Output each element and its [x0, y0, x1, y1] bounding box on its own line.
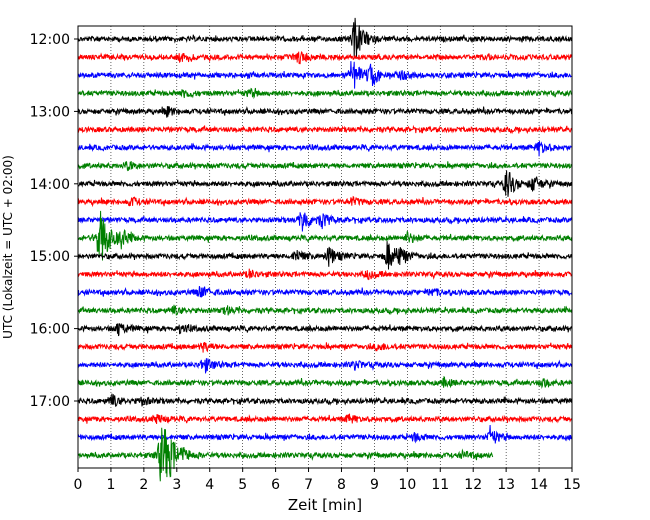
y-tick-label: 13:00	[30, 104, 70, 120]
seismic-trace	[77, 124, 573, 135]
x-tick-label: 0	[74, 477, 83, 493]
seismic-trace	[77, 413, 573, 425]
x-tick-label: 2	[139, 477, 148, 493]
y-tick-label: 15:00	[30, 249, 70, 265]
seismic-trace	[77, 17, 573, 59]
plot-frame	[77, 25, 573, 469]
x-tick-label: 9	[370, 477, 379, 493]
x-tick-label: 13	[497, 477, 515, 493]
seismic-trace	[77, 358, 573, 375]
seismic-trace	[77, 195, 573, 208]
x-tick-label: 10	[398, 477, 416, 493]
seismic-trace	[77, 268, 573, 281]
x-tick-label: 7	[304, 477, 313, 493]
traces	[77, 17, 573, 482]
y-axis: 12:00 13:00 14:00 15:00 16:00 17:00	[30, 32, 78, 410]
x-axis: 0 1 2 3 4 5 6 7 8 9 10 11 12 13 14 15	[74, 468, 581, 493]
x-tick-label: 4	[205, 477, 214, 493]
seismic-trace	[77, 285, 573, 298]
seismic-trace	[77, 304, 573, 316]
seismic-trace	[77, 323, 573, 337]
x-tick-label: 3	[172, 477, 181, 493]
seismic-trace	[77, 393, 573, 407]
y-tick-label: 14:00	[30, 177, 70, 193]
x-tick-label: 1	[106, 477, 115, 493]
x-tick-label: 12	[464, 477, 482, 493]
x-tick-label: 11	[431, 477, 449, 493]
seismic-trace	[77, 161, 573, 172]
seismic-trace	[77, 424, 573, 444]
y-tick-label: 16:00	[30, 322, 70, 338]
x-tick-label: 5	[238, 477, 247, 493]
x-tick-label: 14	[530, 477, 548, 493]
x-tick-label: 8	[337, 477, 346, 493]
seismic-trace	[77, 210, 573, 261]
seismic-trace	[77, 427, 494, 482]
seismic-trace	[77, 141, 573, 157]
y-tick-label: 17:00	[30, 394, 70, 410]
x-tick-label: 15	[563, 477, 581, 493]
seismic-trace	[77, 87, 573, 100]
seismic-trace	[77, 170, 573, 197]
seismic-trace	[77, 106, 573, 118]
seismic-trace	[77, 212, 573, 232]
y-tick-label: 12:00	[30, 32, 70, 48]
y-axis-label: UTC (Lokalzeit = UTC + 02:00)	[1, 155, 15, 339]
seismic-trace	[77, 342, 573, 353]
seismic-trace	[77, 376, 573, 390]
x-axis-label: Zeit [min]	[288, 496, 362, 514]
x-tick-label: 6	[271, 477, 280, 493]
seismic-trace	[77, 51, 573, 65]
seismic-trace	[77, 61, 573, 89]
seismic-trace	[77, 241, 573, 270]
